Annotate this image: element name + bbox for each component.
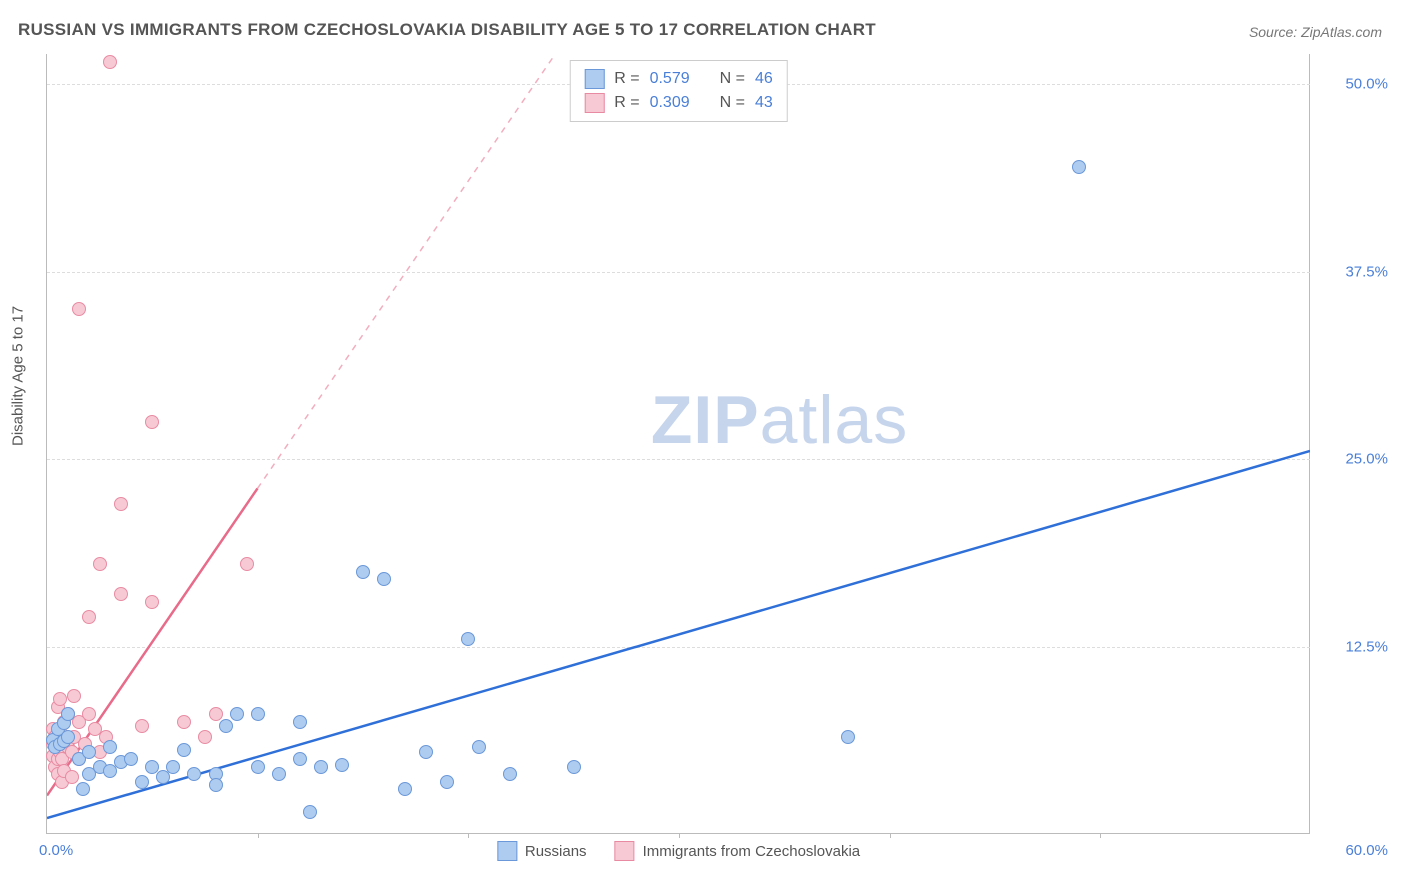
r-label-1: R = bbox=[614, 70, 639, 88]
scatter-point bbox=[419, 745, 433, 759]
scatter-point bbox=[472, 740, 486, 754]
scatter-point bbox=[1072, 160, 1086, 174]
scatter-point bbox=[135, 775, 149, 789]
swatch-series1 bbox=[584, 69, 604, 89]
scatter-point bbox=[198, 730, 212, 744]
scatter-point bbox=[398, 782, 412, 796]
y-tick-label: 12.5% bbox=[1345, 638, 1388, 655]
scatter-point bbox=[61, 707, 75, 721]
scatter-point bbox=[841, 730, 855, 744]
gridline-h bbox=[47, 459, 1310, 460]
legend-label-2: Immigrants from Czechoslovakia bbox=[643, 843, 861, 860]
x-tick-mark bbox=[1100, 833, 1101, 838]
scatter-point bbox=[240, 557, 254, 571]
legend-item-2: Immigrants from Czechoslovakia bbox=[615, 841, 861, 861]
scatter-point bbox=[53, 692, 67, 706]
y-tick-label: 37.5% bbox=[1345, 263, 1388, 280]
scatter-point bbox=[82, 745, 96, 759]
gridline-h bbox=[47, 272, 1310, 273]
scatter-point bbox=[303, 805, 317, 819]
y-axis-label: Disability Age 5 to 17 bbox=[10, 306, 27, 446]
legend-item-1: Russians bbox=[497, 841, 587, 861]
scatter-point bbox=[251, 707, 265, 721]
source-attribution: Source: ZipAtlas.com bbox=[1249, 24, 1382, 40]
scatter-point bbox=[82, 707, 96, 721]
x-tick-0: 0.0% bbox=[39, 842, 73, 859]
r-value-1: 0.579 bbox=[650, 70, 690, 88]
scatter-point bbox=[377, 572, 391, 586]
legend-swatch-2 bbox=[615, 841, 635, 861]
watermark: ZIPatlas bbox=[651, 381, 908, 459]
n-value-1: 46 bbox=[755, 70, 773, 88]
right-axis-line bbox=[1309, 54, 1310, 833]
scatter-point bbox=[135, 719, 149, 733]
scatter-point bbox=[103, 55, 117, 69]
scatter-point bbox=[187, 767, 201, 781]
watermark-bold: ZIP bbox=[651, 382, 760, 458]
scatter-point bbox=[145, 595, 159, 609]
y-tick-label: 50.0% bbox=[1345, 76, 1388, 93]
scatter-point bbox=[219, 719, 233, 733]
x-tick-mark bbox=[679, 833, 680, 838]
scatter-point bbox=[156, 770, 170, 784]
scatter-point bbox=[335, 758, 349, 772]
scatter-point bbox=[209, 707, 223, 721]
scatter-point bbox=[72, 302, 86, 316]
scatter-point bbox=[251, 760, 265, 774]
scatter-point bbox=[209, 778, 223, 792]
scatter-point bbox=[114, 497, 128, 511]
scatter-point bbox=[461, 632, 475, 646]
scatter-point bbox=[124, 752, 138, 766]
scatter-point bbox=[272, 767, 286, 781]
scatter-point bbox=[230, 707, 244, 721]
x-tick-mark bbox=[468, 833, 469, 838]
scatter-point bbox=[61, 730, 75, 744]
x-tick-mark bbox=[258, 833, 259, 838]
scatter-point bbox=[567, 760, 581, 774]
scatter-point bbox=[314, 760, 328, 774]
scatter-point bbox=[65, 770, 79, 784]
gridline-h bbox=[47, 647, 1310, 648]
n-label-2: N = bbox=[720, 94, 745, 112]
scatter-point bbox=[76, 782, 90, 796]
legend-swatch-1 bbox=[497, 841, 517, 861]
scatter-point bbox=[82, 610, 96, 624]
scatter-point bbox=[503, 767, 517, 781]
scatter-point bbox=[145, 415, 159, 429]
scatter-point bbox=[93, 557, 107, 571]
scatter-point bbox=[177, 715, 191, 729]
watermark-light: atlas bbox=[760, 382, 909, 458]
scatter-point bbox=[166, 760, 180, 774]
chart-title: RUSSIAN VS IMMIGRANTS FROM CZECHOSLOVAKI… bbox=[18, 20, 876, 40]
swatch-series2 bbox=[584, 93, 604, 113]
scatter-point bbox=[177, 743, 191, 757]
scatter-point bbox=[440, 775, 454, 789]
scatter-point bbox=[293, 752, 307, 766]
scatter-point bbox=[293, 715, 307, 729]
legend-label-1: Russians bbox=[525, 843, 587, 860]
correlation-info-box: R = 0.579 N = 46 R = 0.309 N = 43 bbox=[569, 60, 788, 122]
x-tick-max: 60.0% bbox=[1345, 842, 1388, 859]
info-row-series2: R = 0.309 N = 43 bbox=[584, 91, 773, 115]
x-tick-mark bbox=[890, 833, 891, 838]
plot-area: ZIPatlas 12.5%25.0%37.5%50.0% R = 0.579 … bbox=[46, 54, 1310, 834]
scatter-point bbox=[103, 740, 117, 754]
scatter-point bbox=[356, 565, 370, 579]
r-label-2: R = bbox=[614, 94, 639, 112]
scatter-point bbox=[67, 689, 81, 703]
info-row-series1: R = 0.579 N = 46 bbox=[584, 67, 773, 91]
legend: Russians Immigrants from Czechoslovakia bbox=[497, 841, 860, 861]
scatter-point bbox=[114, 587, 128, 601]
y-tick-label: 25.0% bbox=[1345, 451, 1388, 468]
r-value-2: 0.309 bbox=[650, 94, 690, 112]
n-value-2: 43 bbox=[755, 94, 773, 112]
n-label-1: N = bbox=[720, 70, 745, 88]
